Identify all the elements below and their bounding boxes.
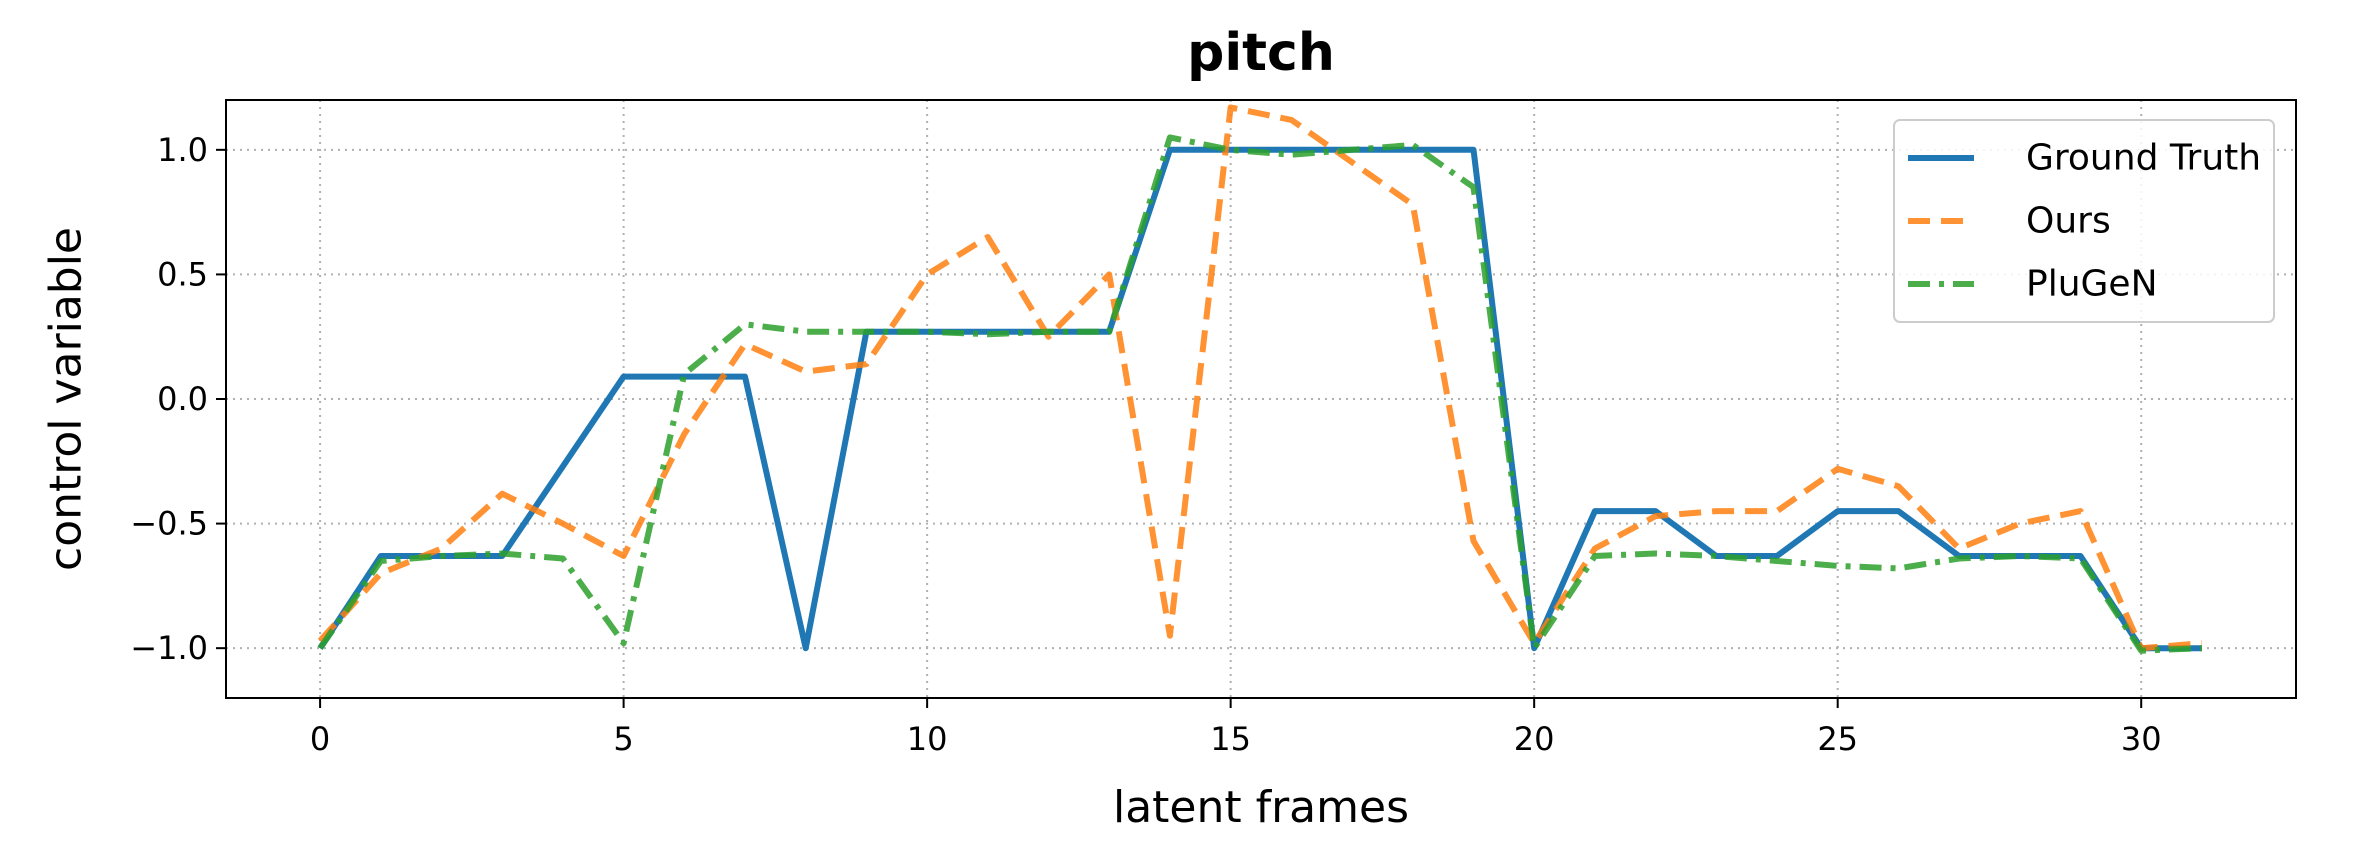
series-line-plugen bbox=[317, 134, 2203, 654]
y-tick-label: −0.5 bbox=[130, 505, 208, 543]
series-lines bbox=[317, 104, 2203, 654]
legend-label: PluGeN bbox=[2026, 264, 2158, 305]
x-axis-ticks: 0 5 10 15 20 25 30 bbox=[310, 698, 2162, 758]
y-axis-ticks: −1.0 −0.5 0.0 0.5 1.0 bbox=[130, 131, 226, 667]
legend-label: Ours bbox=[2026, 201, 2111, 242]
legend-box bbox=[1893, 119, 2275, 323]
legend: Ground Truth Ours PluGeN bbox=[1893, 119, 2275, 323]
x-tick-label: 20 bbox=[1514, 720, 1555, 758]
x-tick-label: 30 bbox=[2121, 720, 2162, 758]
series-line-ours bbox=[317, 104, 2203, 652]
grid-lines bbox=[226, 100, 2296, 698]
x-tick-label: 5 bbox=[613, 720, 633, 758]
x-axis-label: latent frames bbox=[1113, 782, 1409, 833]
y-tick-label: 1.0 bbox=[157, 131, 208, 169]
y-tick-label: 0.5 bbox=[157, 255, 208, 293]
y-tick-label: −1.0 bbox=[130, 629, 208, 667]
legend-label: Ground Truth bbox=[2026, 138, 2261, 179]
y-axis-label: control variable bbox=[41, 227, 92, 571]
x-tick-label: 10 bbox=[907, 720, 948, 758]
y-tick-label: 0.0 bbox=[157, 380, 208, 418]
x-tick-label: 0 bbox=[310, 720, 330, 758]
chart-title: pitch bbox=[1187, 23, 1335, 83]
x-tick-label: 25 bbox=[1817, 720, 1858, 758]
x-tick-label: 15 bbox=[1210, 720, 1251, 758]
